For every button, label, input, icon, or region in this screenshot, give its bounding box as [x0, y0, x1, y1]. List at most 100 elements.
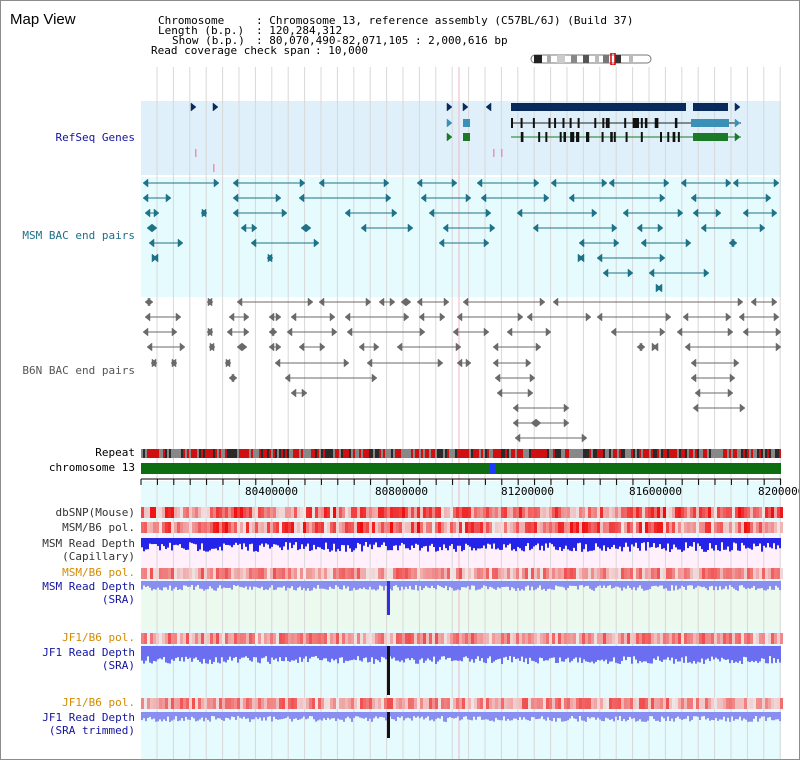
depth-bar: [191, 646, 193, 662]
pol-cell: [459, 633, 462, 644]
depth-bar: [187, 538, 189, 550]
depth-bar: [555, 646, 557, 664]
pol-cell: [261, 698, 264, 709]
depth-bar: [481, 538, 483, 549]
gene-exon: [602, 118, 605, 128]
bac-end-arrow: [418, 312, 425, 322]
track-label-jf1-depth-trimmed[interactable]: JF1 Read Depth: [42, 711, 135, 724]
repeat-segment: [177, 449, 179, 458]
depth-bar: [267, 712, 269, 717]
pol-cell: [744, 633, 747, 644]
depth-bar: [219, 538, 221, 547]
pol-cell: [483, 633, 486, 644]
repeat-segment: [431, 449, 433, 458]
track-label-msm-bac[interactable]: MSM BAC end pairs: [22, 229, 135, 242]
pol-cell: [258, 698, 261, 709]
depth-bar: [661, 646, 663, 662]
pol-cell: [564, 633, 567, 644]
repeat-segment: [265, 449, 267, 458]
depth-bar: [403, 538, 405, 545]
bac-end-arrow: [307, 297, 314, 307]
track-label-repeat[interactable]: Repeat: [95, 446, 135, 459]
depth-bar: [159, 712, 161, 720]
depth-bar: [509, 646, 511, 657]
pol-cell: [453, 507, 456, 518]
depth-bar: [197, 581, 199, 586]
depth-bar: [707, 646, 709, 659]
pol-cell: [177, 698, 180, 709]
track-label-dbsnp[interactable]: dbSNP(Mouse): [55, 506, 135, 519]
depth-bar: [615, 712, 617, 717]
depth-bar: [387, 538, 389, 551]
depth-bar: [407, 712, 409, 718]
repeat-segment: [643, 449, 645, 458]
depth-bar: [485, 581, 487, 587]
repeat-segment: [657, 449, 659, 458]
repeat-segment: [505, 449, 507, 458]
pol-cell: [645, 633, 648, 644]
pol-cell: [447, 698, 450, 709]
track-label-msm-pol-2[interactable]: MSM/B6 pol.: [62, 566, 135, 579]
depth-bar: [761, 581, 763, 589]
pol-cell: [663, 507, 666, 518]
pol-cell: [210, 698, 213, 709]
pol-cell: [615, 698, 618, 709]
pol-cell: [159, 698, 162, 709]
repeat-segment: [447, 449, 449, 458]
repeat-segment: [271, 449, 273, 458]
pol-cell: [759, 568, 762, 579]
bac-end-arrow: [144, 312, 151, 322]
bac-end-arrow: [602, 268, 609, 278]
pol-cell: [642, 633, 645, 644]
pol-cell: [279, 698, 282, 709]
depth-bar: [647, 538, 649, 543]
track-label-jf1-pol-2[interactable]: JF1/B6 pol.: [62, 696, 135, 709]
pol-cell: [369, 633, 372, 644]
depth-bar: [381, 646, 383, 657]
track-label-chromosome[interactable]: chromosome 13: [48, 461, 135, 474]
depth-bar: [239, 581, 241, 587]
pol-cell: [255, 698, 258, 709]
depth-bar: [591, 538, 593, 551]
chromosome-ideogram[interactable]: [529, 53, 653, 65]
track-label-jf1-depth-sra[interactable]: JF1 Read Depth: [42, 646, 135, 659]
pol-cell: [537, 633, 540, 644]
track-label-b6n-bac[interactable]: B6N BAC end pairs: [22, 364, 135, 377]
pol-cell: [180, 522, 183, 533]
pol-cell: [225, 633, 228, 644]
depth-bar: [283, 538, 285, 547]
pol-cell: [162, 522, 165, 533]
pol-cell: [681, 507, 684, 518]
track-label-msm-depth-sra[interactable]: MSM Read Depth: [42, 580, 135, 593]
bac-end-arrow: [284, 373, 291, 383]
pol-cell: [438, 633, 441, 644]
track-label-refseq[interactable]: RefSeq Genes: [55, 131, 135, 144]
bac-end-arrow: [179, 342, 186, 352]
pol-cell: [408, 568, 411, 579]
repeat-segment: [707, 449, 709, 458]
depth-bar: [677, 581, 679, 590]
repeat-segment: [697, 449, 699, 458]
track-label-msm-depth-capillary[interactable]: MSM Read Depth: [42, 537, 135, 550]
depth-bar: [729, 646, 731, 664]
bac-end-arrow: [147, 297, 154, 307]
pol-cell: [159, 522, 162, 533]
track-label-msm-pol[interactable]: MSM/B6 pol.: [62, 521, 135, 534]
repeat-segment: [259, 449, 261, 458]
track-label-jf1-pol[interactable]: JF1/B6 pol.: [62, 631, 135, 644]
pol-cell: [777, 507, 780, 518]
pol-cell: [534, 522, 537, 533]
pol-cell: [402, 568, 405, 579]
pol-cell: [264, 633, 267, 644]
depth-bar: [439, 646, 441, 660]
depth-bar: [187, 712, 189, 720]
depth-bar: [757, 646, 759, 663]
depth-bar: [499, 646, 501, 659]
depth-bar: [599, 646, 601, 661]
bac-end-arrow: [373, 342, 380, 352]
repeat-segment: [517, 449, 519, 458]
bac-end-arrow: [659, 253, 666, 263]
pol-cell: [618, 507, 621, 518]
pol-cell: [198, 698, 201, 709]
depth-bar: [637, 538, 639, 549]
